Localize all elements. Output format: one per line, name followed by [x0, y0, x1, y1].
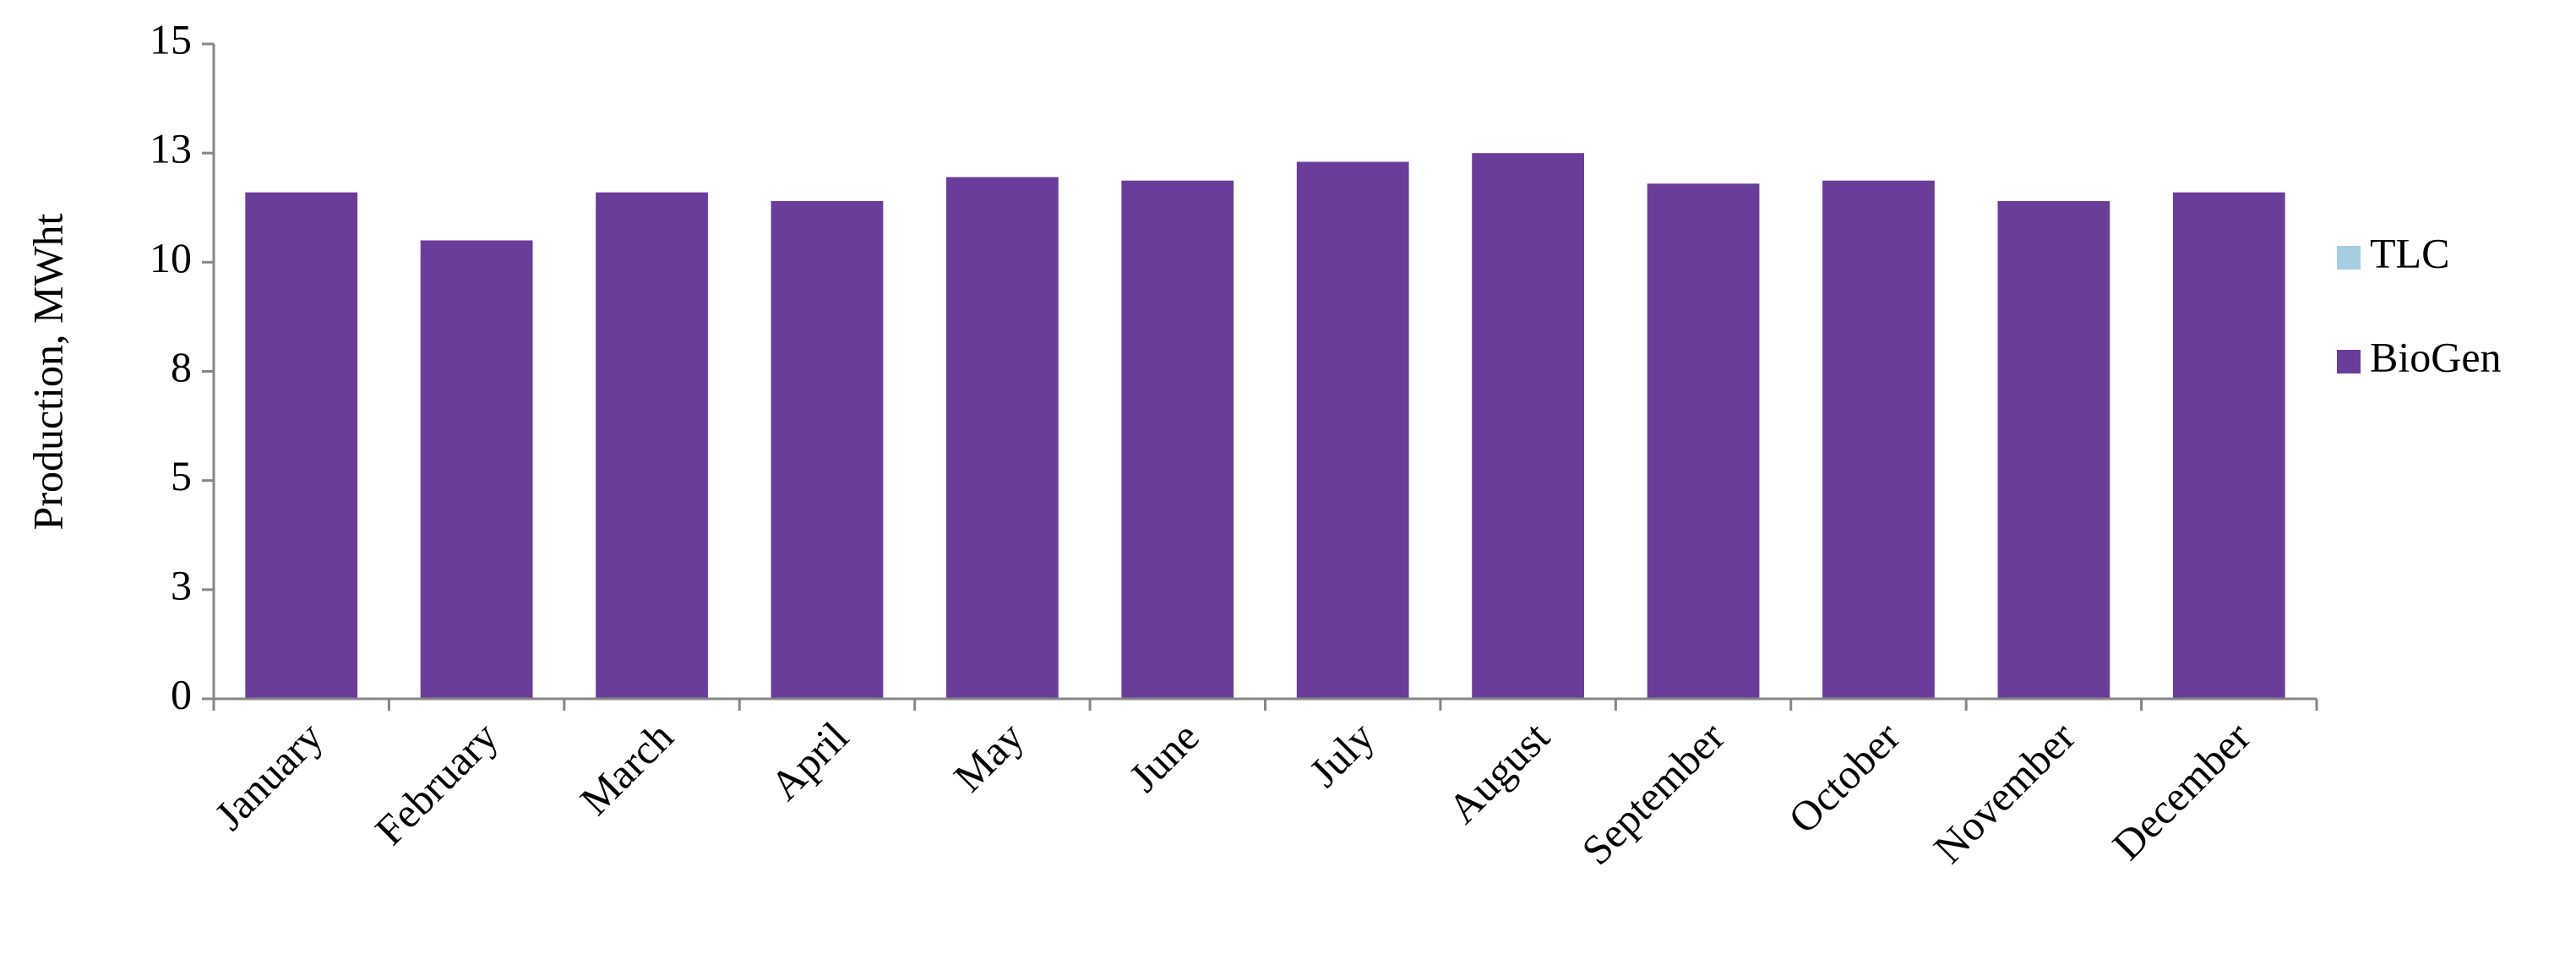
bar: [2172, 192, 2285, 699]
y-axis-title: Production, MWht: [24, 213, 71, 530]
bar: [771, 201, 884, 699]
y-tick-label: 8: [171, 343, 192, 390]
y-tick-label: 3: [171, 561, 192, 608]
bar: [245, 192, 358, 699]
bar: [1997, 201, 2110, 699]
bar: [1121, 180, 1234, 699]
legend-swatch: [2337, 246, 2361, 270]
x-tick-label: June: [1119, 712, 1207, 800]
legend-label: BioGen: [2370, 333, 2502, 380]
x-tick-label: September: [1572, 712, 1734, 874]
bar: [1472, 153, 1584, 699]
bar: [596, 192, 708, 699]
x-tick-label: March: [571, 712, 683, 824]
legend-label: TLC: [2370, 229, 2449, 276]
x-tick-label: January: [205, 712, 332, 839]
bar: [1296, 161, 1409, 699]
x-tick-label: December: [2103, 712, 2259, 869]
bar: [1822, 180, 1935, 699]
y-tick-label: 5: [171, 452, 192, 499]
bar: [420, 240, 533, 699]
legend-swatch: [2337, 350, 2361, 373]
x-tick-label: May: [945, 712, 1032, 800]
bar: [946, 177, 1059, 700]
x-tick-label: October: [1779, 712, 1909, 842]
bar: [1647, 183, 1760, 700]
y-tick-label: 10: [150, 234, 192, 281]
x-tick-label: November: [1925, 712, 2084, 872]
y-tick-label: 15: [150, 15, 192, 63]
x-tick-label: August: [1439, 712, 1559, 832]
x-tick-label: July: [1300, 712, 1384, 796]
x-tick-label: April: [761, 712, 858, 809]
y-tick-label: 0: [171, 670, 192, 717]
y-tick-label: 13: [150, 125, 192, 172]
x-tick-label: February: [366, 712, 507, 853]
